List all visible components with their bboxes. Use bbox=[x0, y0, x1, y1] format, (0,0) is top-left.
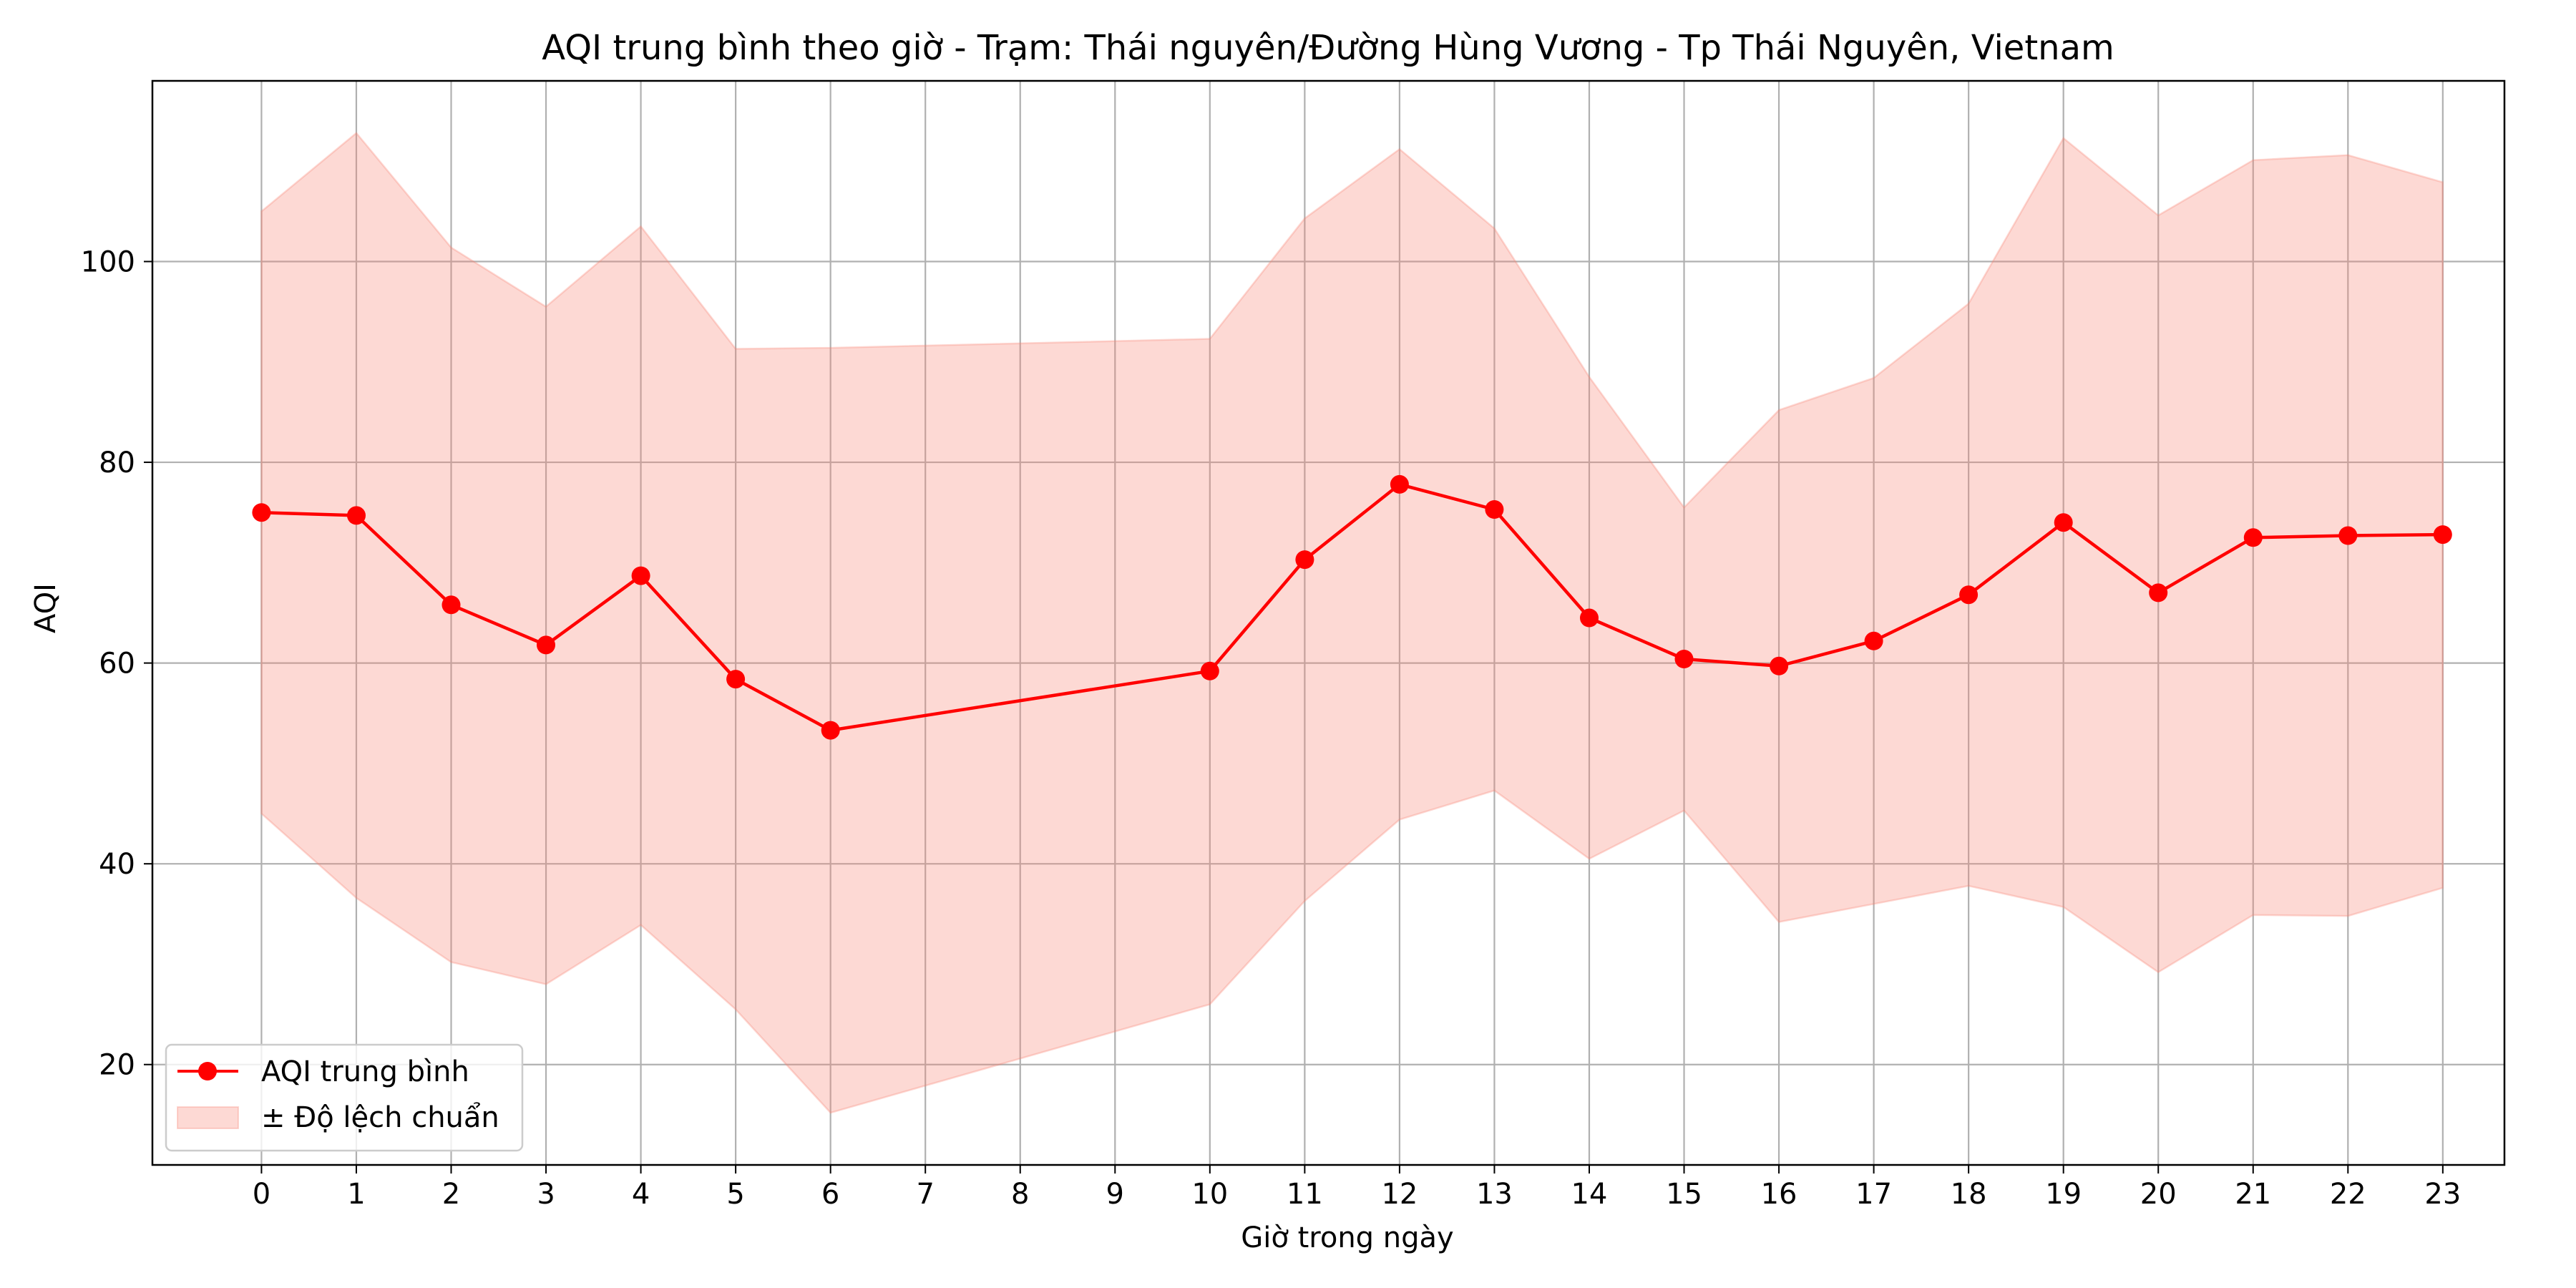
data-point bbox=[821, 721, 840, 740]
y-tick-label: 20 bbox=[99, 1049, 135, 1082]
plot-frame bbox=[151, 79, 2506, 1166]
data-point bbox=[1864, 631, 1883, 650]
x-tick-label: 2 bbox=[442, 1178, 460, 1211]
legend-band-swatch bbox=[177, 1106, 239, 1129]
std-band bbox=[260, 132, 2444, 1114]
x-tick-label: 16 bbox=[1761, 1178, 1797, 1211]
x-tick-label: 0 bbox=[253, 1178, 270, 1211]
data-point bbox=[537, 635, 555, 655]
y-tick-label: 60 bbox=[99, 648, 135, 680]
data-point bbox=[726, 670, 746, 689]
data-point bbox=[631, 566, 650, 585]
data-point bbox=[441, 595, 461, 615]
grid bbox=[152, 81, 2504, 1165]
std-band-layer bbox=[260, 132, 2444, 1114]
data-points bbox=[252, 474, 2452, 740]
x-axis-label: Giờ trong ngày bbox=[1241, 1221, 1453, 1254]
x-tick-label: 10 bbox=[1191, 1178, 1228, 1211]
legend-label-band: ± Độ lệch chuẩn bbox=[261, 1101, 499, 1134]
y-axis-label: AQI bbox=[29, 583, 62, 633]
x-axis-ticks: 0 1 2 3 4 5 6 7 8 9 10 11 12 13 14 15 16 17 18 19 20 21 22 23 bbox=[253, 1165, 2461, 1211]
legend-marker-swatch bbox=[198, 1062, 217, 1080]
x-tick-label: 5 bbox=[726, 1178, 744, 1211]
data-point bbox=[1770, 656, 1789, 675]
x-tick-label: 6 bbox=[821, 1178, 839, 1211]
y-axis-ticks: 20 40 60 80 100 bbox=[81, 246, 152, 1082]
x-tick-label: 19 bbox=[2045, 1178, 2082, 1211]
data-point bbox=[2149, 583, 2168, 602]
x-tick-label: 17 bbox=[1855, 1178, 1892, 1211]
data-point bbox=[1295, 550, 1314, 570]
data-point bbox=[2054, 513, 2073, 532]
legend-frame bbox=[165, 1043, 524, 1152]
data-point bbox=[1485, 500, 1504, 519]
x-tick-label: 13 bbox=[1476, 1178, 1513, 1211]
chart-title: AQI trung bình theo giờ - Trạm: Thái ngu… bbox=[542, 28, 2114, 68]
x-tick-label: 14 bbox=[1571, 1178, 1608, 1211]
data-point bbox=[2243, 528, 2263, 547]
data-point bbox=[252, 503, 271, 522]
data-point bbox=[1200, 661, 1219, 680]
x-tick-label: 12 bbox=[1381, 1178, 1418, 1211]
x-tick-label: 15 bbox=[1666, 1178, 1702, 1211]
legend-label-mean: AQI trung bình bbox=[261, 1055, 469, 1088]
y-tick-label: 80 bbox=[99, 447, 135, 479]
legend: AQI trung bình ± Độ lệch chuẩn bbox=[165, 1043, 524, 1152]
x-tick-label: 9 bbox=[1106, 1178, 1124, 1211]
x-tick-label: 1 bbox=[347, 1178, 365, 1211]
data-point bbox=[1674, 650, 1694, 668]
x-tick-label: 18 bbox=[1951, 1178, 1987, 1211]
y-tick-label: 100 bbox=[81, 246, 135, 279]
data-point bbox=[2338, 526, 2358, 545]
x-tick-label: 21 bbox=[2235, 1178, 2271, 1211]
x-tick-label: 22 bbox=[2330, 1178, 2366, 1211]
data-point bbox=[1580, 608, 1599, 628]
data-point bbox=[1959, 585, 1979, 605]
x-tick-label: 7 bbox=[916, 1178, 934, 1211]
y-tick-label: 40 bbox=[99, 848, 135, 881]
x-tick-label: 8 bbox=[1011, 1178, 1029, 1211]
x-tick-label: 3 bbox=[537, 1178, 555, 1211]
x-tick-label: 4 bbox=[632, 1178, 650, 1211]
data-point bbox=[2433, 525, 2452, 545]
data-point bbox=[347, 506, 366, 525]
data-point bbox=[1390, 474, 1409, 494]
x-tick-label: 23 bbox=[2424, 1178, 2461, 1211]
x-tick-label: 11 bbox=[1287, 1178, 1323, 1211]
x-tick-label: 20 bbox=[2140, 1178, 2177, 1211]
